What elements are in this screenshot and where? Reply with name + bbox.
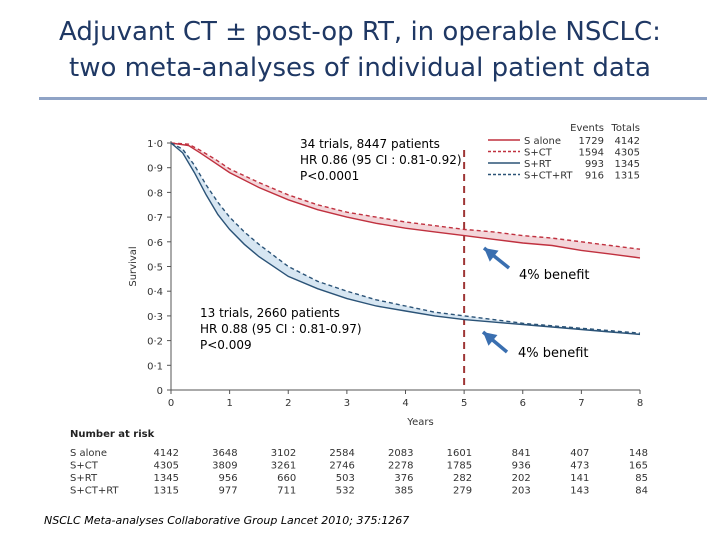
risk-value: 660 [277, 473, 296, 484]
y-tick-label: 0·6 [147, 238, 163, 249]
y-axis-label: Survival [128, 246, 139, 286]
risk-value: 3809 [212, 461, 237, 472]
risk-value: 2584 [329, 448, 354, 459]
risk-value: 503 [336, 473, 355, 484]
risk-value: 841 [512, 448, 531, 459]
risk-row-label: S+RT [70, 473, 98, 484]
legend-totals: 4142 [615, 136, 640, 147]
legend-label: S alone [524, 136, 561, 147]
x-tick-label: 3 [344, 398, 350, 409]
y-tick-label: 0·2 [147, 337, 163, 348]
benefit-label-lower: 4% benefit [518, 346, 589, 361]
ct-meta-annotation: P<0.0001 [300, 169, 359, 183]
citation: NSCLC Meta-analyses Collaborative Group … [44, 514, 410, 527]
y-tick-label: 0·4 [147, 287, 163, 298]
risk-row-label: S+CT [70, 461, 99, 472]
risk-value: 407 [570, 448, 589, 459]
x-tick-label: 6 [520, 398, 526, 409]
risk-value: 2278 [388, 461, 413, 472]
risk-value: 3648 [212, 448, 237, 459]
risk-value: 977 [219, 486, 238, 497]
y-tick-label: 1·0 [147, 139, 163, 150]
legend-header-events: Events [570, 123, 604, 134]
risk-value: 1601 [447, 448, 472, 459]
slide-title: Adjuvant CT ± post-op RT, in operable NS… [0, 14, 720, 86]
y-tick-label: 0·1 [147, 361, 163, 372]
risk-value: 1315 [154, 486, 179, 497]
legend-totals: 4305 [615, 148, 640, 159]
x-tick-label: 5 [461, 398, 467, 409]
risk-value: 376 [394, 473, 413, 484]
risk-value: 282 [453, 473, 472, 484]
y-tick-label: 0·9 [147, 164, 163, 175]
risk-row-label: S alone [70, 448, 107, 459]
risk-value: 3261 [271, 461, 296, 472]
risk-value: 936 [512, 461, 531, 472]
legend-label: S+RT [524, 159, 552, 170]
ct-meta-annotation: 34 trials, 8447 patients [300, 137, 440, 151]
legend-header-totals: Totals [610, 123, 640, 134]
risk-value: 203 [512, 486, 531, 497]
ct-benefit-band [171, 143, 640, 258]
series-line-1 [170, 142, 641, 259]
series-line-4 [170, 142, 641, 334]
risk-value: 956 [219, 473, 238, 484]
title-line-2: two meta-analyses of individual patient … [69, 53, 651, 83]
x-axis-label: Years [406, 417, 433, 428]
risk-row-label: S+CT+RT [70, 486, 119, 497]
x-tick-label: 7 [578, 398, 584, 409]
title-underline [39, 97, 707, 100]
risk-value: 2746 [329, 461, 354, 472]
risk-value: 165 [629, 461, 648, 472]
y-tick-label: 0·8 [147, 188, 163, 199]
risk-value: 532 [336, 486, 355, 497]
risk-value: 4305 [154, 461, 179, 472]
rt-meta-annotation: P<0.009 [200, 338, 252, 352]
risk-table-header: Number at risk [70, 429, 155, 440]
title-line-1: Adjuvant CT ± post-op RT, in operable NS… [59, 17, 661, 47]
risk-value: 2083 [388, 448, 413, 459]
benefit-arrow-upper-head [484, 248, 499, 262]
risk-value: 143 [570, 486, 589, 497]
risk-value: 141 [570, 473, 589, 484]
series-line-2 [170, 142, 641, 250]
y-tick-label: 0 [157, 386, 163, 397]
x-tick-label: 0 [168, 398, 174, 409]
legend-label: S+CT [524, 148, 553, 159]
risk-value: 3102 [271, 448, 296, 459]
x-tick-label: 1 [226, 398, 232, 409]
y-tick-label: 0·3 [147, 312, 163, 323]
series-line-3 [170, 142, 641, 336]
x-tick-label: 8 [637, 398, 643, 409]
risk-value: 202 [512, 473, 531, 484]
risk-value: 148 [629, 448, 648, 459]
risk-value: 4142 [154, 448, 179, 459]
legend-events: 993 [585, 159, 604, 170]
risk-value: 1785 [447, 461, 472, 472]
legend-events: 1594 [579, 148, 604, 159]
ct-meta-annotation: HR 0.86 (95 CI : 0.81-0.92) [300, 153, 462, 167]
rt-meta-annotation: 13 trials, 2660 patients [200, 306, 340, 320]
legend-label: S+CT+RT [524, 171, 573, 182]
rt-meta-annotation: HR 0.88 (95 CI : 0.81-0.97) [200, 322, 362, 336]
x-tick-label: 4 [402, 398, 408, 409]
risk-value: 279 [453, 486, 472, 497]
legend-events: 916 [585, 171, 604, 182]
risk-value: 85 [635, 473, 648, 484]
risk-value: 385 [394, 486, 413, 497]
risk-value: 711 [277, 486, 296, 497]
y-tick-label: 0·5 [147, 263, 163, 274]
legend-totals: 1345 [615, 159, 640, 170]
legend-events: 1729 [579, 136, 604, 147]
x-tick-label: 2 [285, 398, 291, 409]
benefit-label-upper: 4% benefit [519, 268, 590, 283]
benefit-arrow-lower-head [483, 332, 498, 346]
legend-totals: 1315 [615, 171, 640, 182]
risk-value: 84 [635, 486, 648, 497]
risk-value: 1345 [154, 473, 179, 484]
risk-value: 473 [570, 461, 589, 472]
y-tick-label: 0·7 [147, 213, 163, 224]
